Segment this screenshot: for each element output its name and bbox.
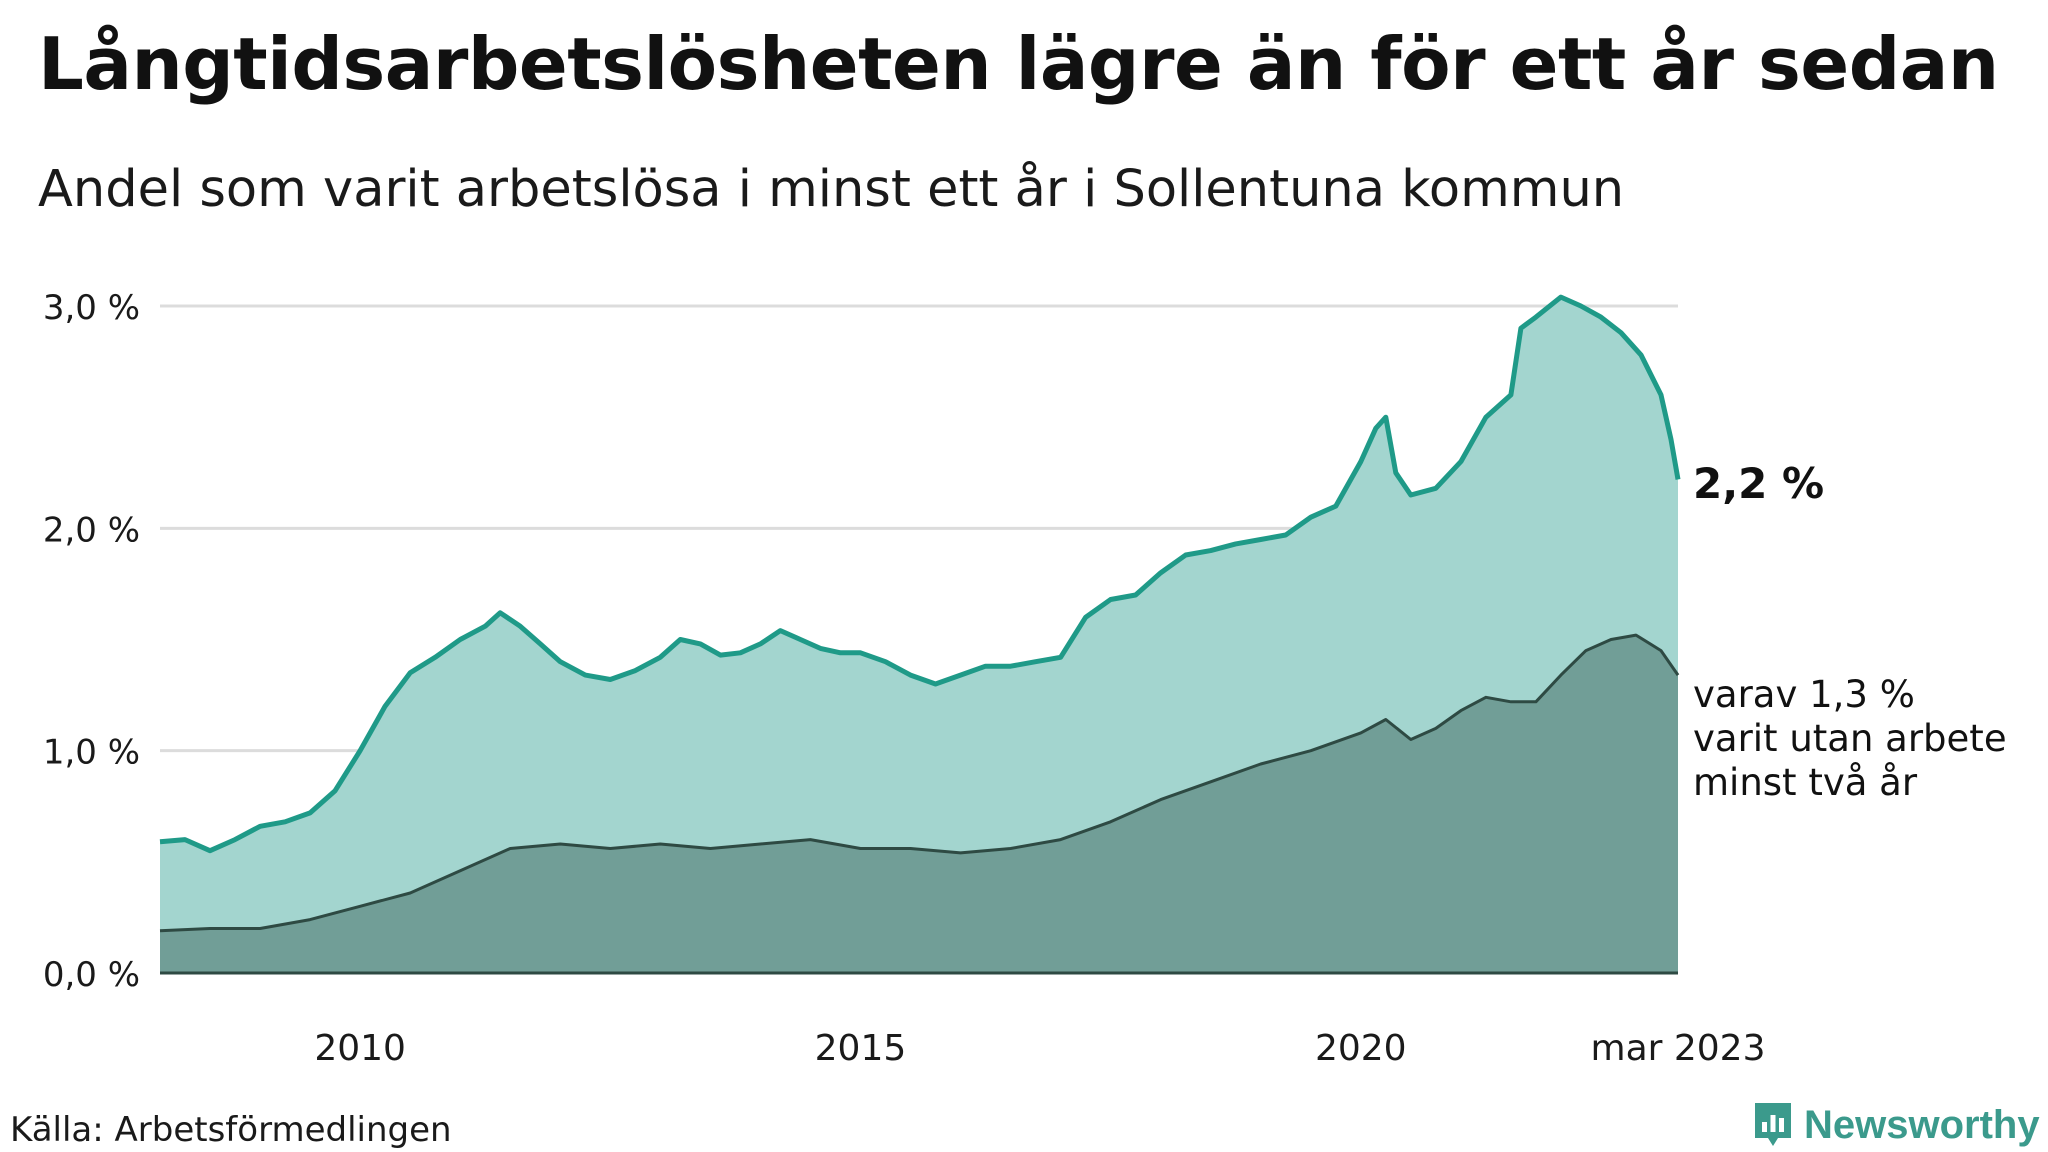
series-areas	[159, 294, 1681, 974]
newsworthy-logo-icon	[1755, 1103, 1791, 1146]
series-end-label-two-years: varit utan arbete	[1693, 717, 2007, 760]
x-tick-label: 2020	[1315, 1028, 1407, 1069]
y-tick-label: 1,0 %	[43, 733, 140, 773]
series-end-label-total: 2,2 %	[1693, 459, 1824, 508]
x-tick-label: 2015	[815, 1028, 907, 1069]
chart-subtitle: Andel som varit arbetslösa i minst ett å…	[38, 160, 1625, 219]
series-end-label-two-years: varav 1,3 %	[1693, 673, 1915, 716]
series-line-two_years	[159, 633, 1680, 933]
source-note: Källa: Arbetsförmedlingen	[10, 1110, 452, 1150]
brand-name: Newsworthy	[1804, 1102, 2040, 1147]
axis-labels: 0,0 % 1,0 % 2,0 % 3,0 % 2010 2015 2020 mar 2023	[43, 288, 1766, 1069]
brand-logo: Newsworthy	[1752, 1100, 2040, 1150]
y-tick-label: 0,0 %	[43, 955, 140, 995]
series-end-label-two-years: minst två år	[1693, 761, 1918, 804]
y-tick-label: 3,0 %	[43, 288, 140, 328]
series-area-two_years	[160, 635, 1678, 973]
y-tick-label: 2,0 %	[43, 510, 140, 550]
x-tick-label: mar 2023	[1591, 1028, 1766, 1069]
series-line-total	[159, 294, 1681, 854]
chart-title: Långtidsarbetslösheten lägre än för ett …	[38, 22, 1999, 106]
x-tick-label: 2010	[314, 1028, 406, 1069]
